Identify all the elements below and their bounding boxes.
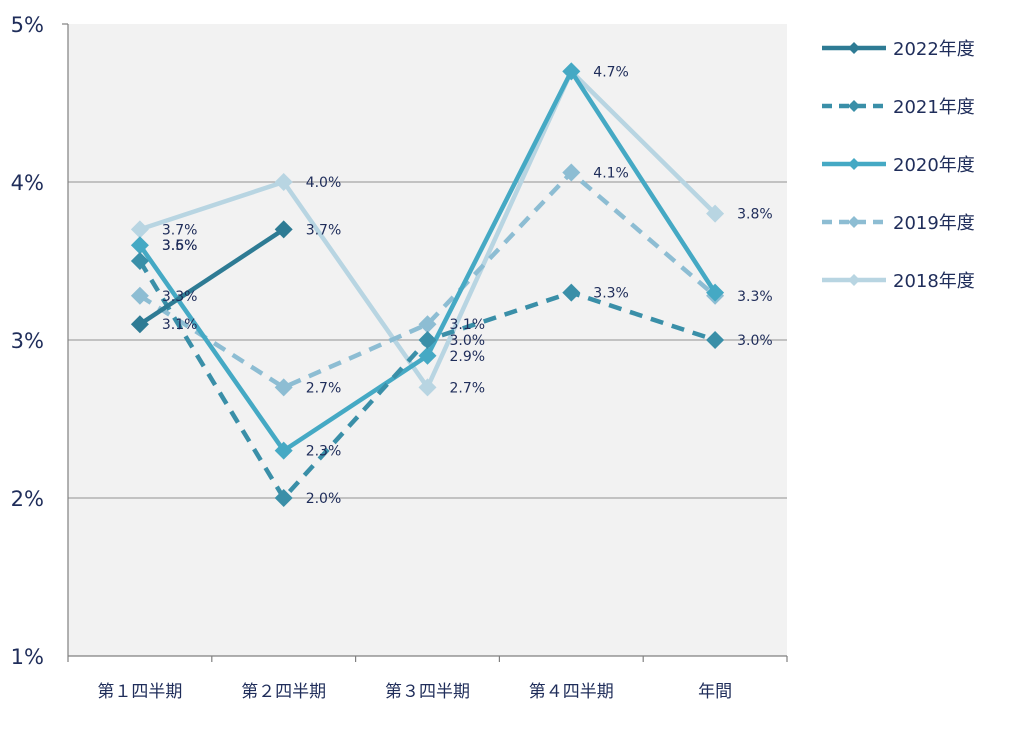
legend-marker [848,216,860,228]
data-point-marker [706,283,725,302]
data-point-marker [562,62,581,81]
legend-item-2022年度[interactable]: 2022年度 [822,39,975,60]
data-label: 3.0% [450,333,486,349]
data-point-marker [418,346,437,365]
axes [62,23,788,662]
y-tick-labels: 1% 2% 3% 4% 5% [11,13,44,669]
data-point-marker [130,236,149,255]
data-label: 4.7% [593,64,629,80]
data-label: 3.0% [737,333,773,349]
data-label: 2.3% [306,444,342,460]
legend-label: 2019年度 [893,213,975,234]
data-point-marker [130,252,149,270]
y-tick-label: 1% [11,645,44,669]
data-point-marker [562,283,581,302]
x-category-label: 第１四半期 [97,682,182,702]
data-label: 2.0% [306,491,342,507]
data-label: 3.3% [162,289,198,305]
data-point-marker [562,163,581,182]
data-label: 3.8% [737,207,773,223]
legend-item-2021年度[interactable]: 2021年度 [822,97,975,118]
data-point-marker [706,331,725,349]
data-point-marker [274,441,293,460]
legend-label: 2018年度 [893,271,975,292]
data-label: 2.7% [306,380,342,396]
legend-marker [848,42,860,54]
y-tick-label: 4% [11,171,44,195]
y-tick-label: 5% [11,13,44,37]
legend-item-2020年度[interactable]: 2020年度 [822,155,975,176]
data-label: 3.3% [737,289,773,305]
legend-marker [848,100,860,112]
legend[interactable]: 2022年度 2021年度 2020年度 2019年度 2018年度 [822,39,975,292]
legend-marker [848,274,860,286]
legend-label: 2020年度 [893,155,975,176]
y-tick-label: 3% [11,329,44,353]
data-point-marker [418,331,437,349]
x-category-label: 第４四半期 [529,682,614,702]
data-label: 2.9% [450,349,486,365]
data-point-marker [130,220,149,239]
x-category-label: 第３四半期 [385,682,470,702]
legend-item-2019年度[interactable]: 2019年度 [822,213,975,234]
data-label: 4.1% [593,166,629,182]
data-point-marker [418,378,437,397]
data-point-marker [274,220,293,239]
data-point-marker [274,173,293,191]
data-label: 3.1% [450,317,486,333]
series-line-2022年度 [138,227,285,327]
data-label: 3.5% [162,238,198,254]
legend-marker [848,158,860,170]
data-label: 4.0% [306,175,342,191]
data-label: 3.3% [593,286,629,302]
data-labels: 3.1% 3.7% 2.0% 3.0% 3.3% 3.0% 3.5% 2.3% 2.9% 4.7%… [162,64,773,507]
y-tick-label: 2% [11,487,44,511]
legend-item-2018年度[interactable]: 2018年度 [822,271,975,292]
data-label: 3.7% [306,222,342,238]
data-label: 3.6% [162,238,198,254]
data-label: 3.1% [162,317,198,333]
series-line-2019年度 [138,170,717,390]
data-label: 3.7% [162,222,198,238]
data-point-marker [418,315,437,334]
data-point-marker [130,315,149,334]
x-category-label: 年間 [698,682,732,702]
x-category-label: 第２四半期 [241,682,326,702]
data-point-marker [274,489,293,507]
data-point-marker [130,286,149,305]
legend-label: 2021年度 [893,97,975,118]
series-lines [130,62,725,507]
x-category-labels: 第１四半期 第２四半期 第３四半期 第４四半期 年間 [97,682,732,702]
legend-label: 2022年度 [893,39,975,60]
data-label: 2.7% [450,380,486,396]
data-point-marker [274,378,293,397]
data-point-marker [706,204,725,223]
